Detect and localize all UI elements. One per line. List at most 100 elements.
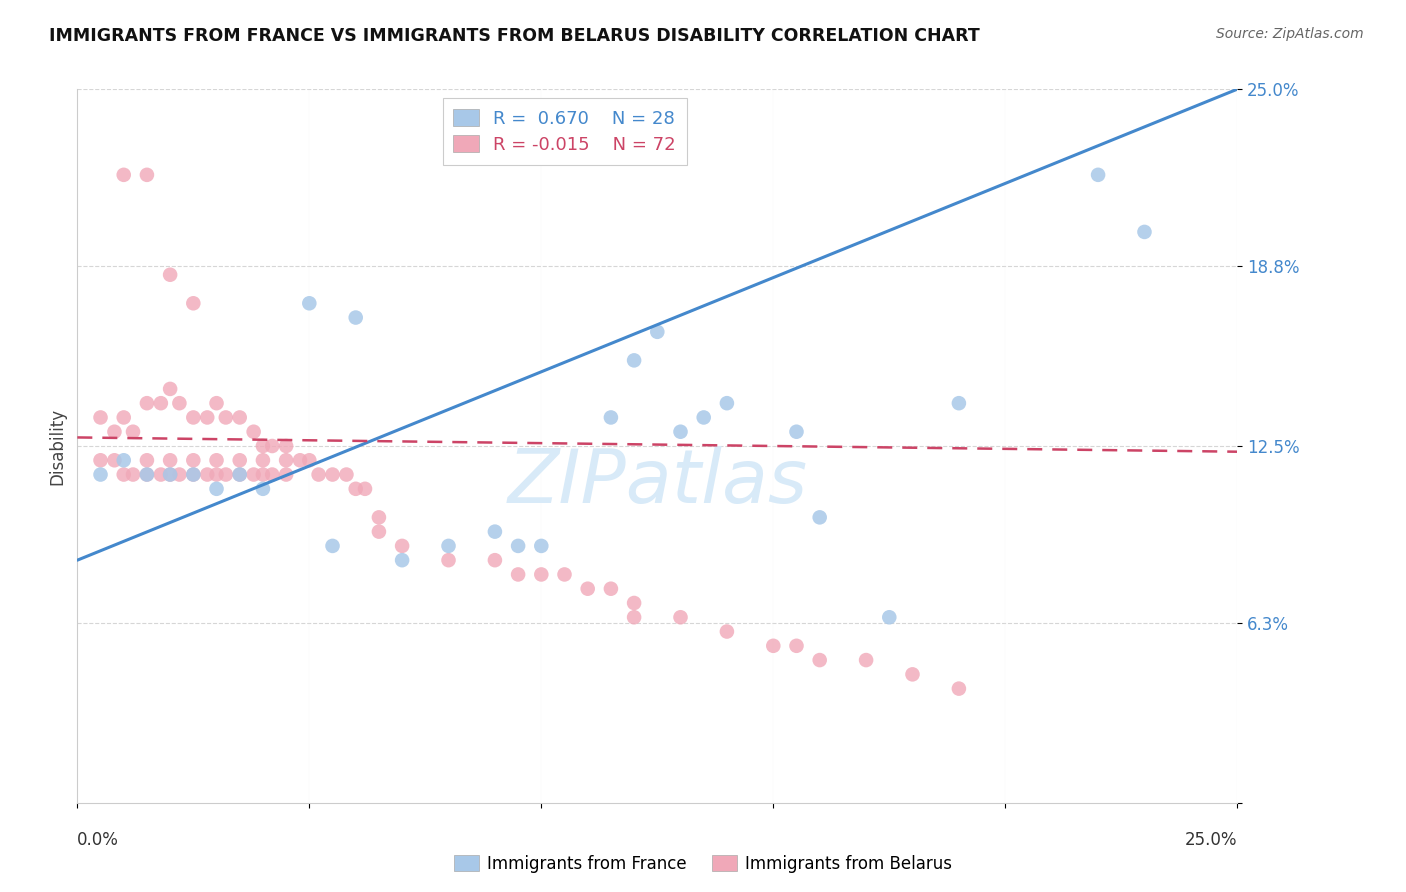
Point: [122, 467, 145, 482]
Point: [183, 410, 205, 425]
Point: [437, 553, 460, 567]
Point: [135, 396, 157, 410]
Point: [159, 453, 181, 467]
Point: [183, 467, 205, 482]
Point: [576, 582, 599, 596]
Point: [484, 524, 506, 539]
Point: [298, 296, 321, 310]
Point: [205, 467, 228, 482]
Point: [901, 667, 924, 681]
Point: [195, 410, 218, 425]
Point: [1133, 225, 1156, 239]
Point: [530, 567, 553, 582]
Point: [103, 425, 125, 439]
Point: [205, 453, 228, 467]
Point: [669, 610, 692, 624]
Text: IMMIGRANTS FROM FRANCE VS IMMIGRANTS FROM BELARUS DISABILITY CORRELATION CHART: IMMIGRANTS FROM FRANCE VS IMMIGRANTS FRO…: [49, 27, 980, 45]
Point: [252, 467, 274, 482]
Point: [785, 425, 807, 439]
Point: [344, 310, 367, 325]
Point: [90, 410, 111, 425]
Legend: Immigrants from France, Immigrants from Belarus: Immigrants from France, Immigrants from …: [447, 848, 959, 880]
Point: [228, 410, 252, 425]
Point: [368, 510, 391, 524]
Point: [855, 653, 877, 667]
Point: [135, 467, 157, 482]
Point: [262, 439, 284, 453]
Text: 25.0%: 25.0%: [1185, 831, 1237, 849]
Point: [183, 453, 205, 467]
Point: [228, 467, 252, 482]
Point: [242, 467, 264, 482]
Point: [183, 467, 205, 482]
Point: [600, 582, 623, 596]
Point: [90, 467, 111, 482]
Point: [149, 467, 172, 482]
Point: [762, 639, 785, 653]
Point: [169, 467, 191, 482]
Point: [623, 596, 645, 610]
Point: [321, 539, 344, 553]
Point: [103, 453, 125, 467]
Point: [205, 482, 228, 496]
Point: [554, 567, 576, 582]
Point: [135, 453, 157, 467]
Point: [600, 410, 623, 425]
Point: [252, 439, 274, 453]
Point: [308, 467, 330, 482]
Point: [112, 410, 135, 425]
Point: [122, 425, 145, 439]
Point: [159, 382, 181, 396]
Point: [948, 681, 970, 696]
Point: [808, 510, 831, 524]
Point: [335, 467, 357, 482]
Point: [877, 610, 901, 624]
Point: [274, 467, 298, 482]
Point: [530, 539, 553, 553]
Point: [112, 467, 135, 482]
Point: [135, 467, 157, 482]
Text: ZIPatlas: ZIPatlas: [508, 446, 807, 517]
Point: [693, 410, 716, 425]
Point: [135, 168, 157, 182]
Point: [183, 296, 205, 310]
Point: [321, 467, 344, 482]
Point: [506, 539, 529, 553]
Point: [112, 168, 135, 182]
Point: [785, 639, 807, 653]
Point: [215, 410, 238, 425]
Point: [391, 539, 413, 553]
Point: [169, 396, 191, 410]
Text: 0.0%: 0.0%: [77, 831, 120, 849]
Point: [242, 425, 264, 439]
Point: [484, 553, 506, 567]
Point: [344, 482, 367, 496]
Point: [228, 467, 252, 482]
Point: [205, 396, 228, 410]
Point: [948, 396, 970, 410]
Point: [274, 439, 298, 453]
Point: [288, 453, 311, 467]
Point: [252, 453, 274, 467]
Point: [159, 467, 181, 482]
Point: [354, 482, 377, 496]
Point: [647, 325, 669, 339]
Point: [391, 553, 413, 567]
Point: [808, 653, 831, 667]
Text: Source: ZipAtlas.com: Source: ZipAtlas.com: [1216, 27, 1364, 41]
Point: [506, 567, 529, 582]
Point: [262, 467, 284, 482]
Point: [716, 624, 738, 639]
Point: [623, 610, 645, 624]
Legend: R =  0.670    N = 28, R = -0.015    N = 72: R = 0.670 N = 28, R = -0.015 N = 72: [443, 98, 686, 165]
Point: [149, 396, 172, 410]
Point: [228, 453, 252, 467]
Point: [159, 268, 181, 282]
Point: [623, 353, 645, 368]
Point: [298, 453, 321, 467]
Point: [215, 467, 238, 482]
Point: [368, 524, 391, 539]
Point: [195, 467, 218, 482]
Point: [274, 453, 298, 467]
Y-axis label: Disability: Disability: [48, 408, 66, 484]
